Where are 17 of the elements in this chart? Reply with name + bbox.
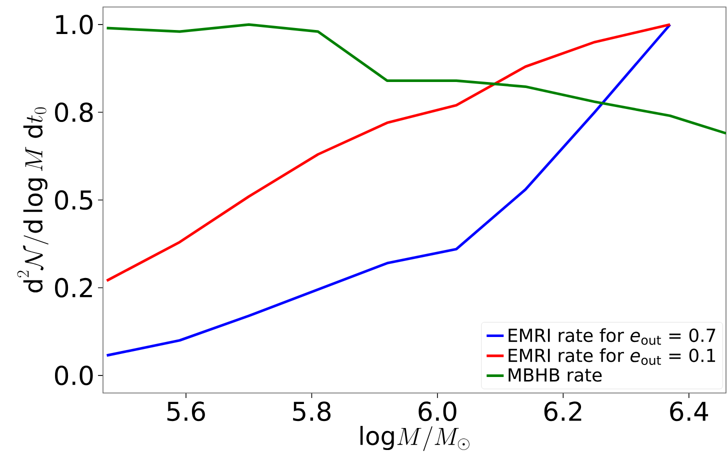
legend-label: EMRI rate for e$_{out}$ = 0.1 <box>508 348 716 365</box>
line-series <box>105 23 726 135</box>
line-series <box>105 23 672 282</box>
y-tick-label: 0.8 <box>55 102 93 122</box>
x-tick-label: 6.0 <box>418 401 456 422</box>
x-tick-label: 5.8 <box>293 401 331 422</box>
y-tick-label: 1.0 <box>56 14 93 34</box>
legend-label: EMRI rate for e$_{out}$ = 0.7 <box>508 328 716 345</box>
x-tick-label: 6.4 <box>670 401 708 422</box>
legend-label: MBHB rate <box>508 368 602 382</box>
y-tick-label: 0.2 <box>55 278 92 298</box>
x-tick-label: 5.6 <box>167 401 205 422</box>
x-axis-title: $\mathrm{log}M/M_{\odot}$ <box>360 426 470 452</box>
y-axis-title: $\mathrm{d}^2\mathcal{N}/\mathrm{d}\log M\;\mathrm{d}t_0$ <box>17 107 48 292</box>
x-tick-label: 6.2 <box>544 401 582 422</box>
y-tick-label: 0.5 <box>55 190 92 210</box>
y-tick-label: 0.0 <box>55 366 93 386</box>
